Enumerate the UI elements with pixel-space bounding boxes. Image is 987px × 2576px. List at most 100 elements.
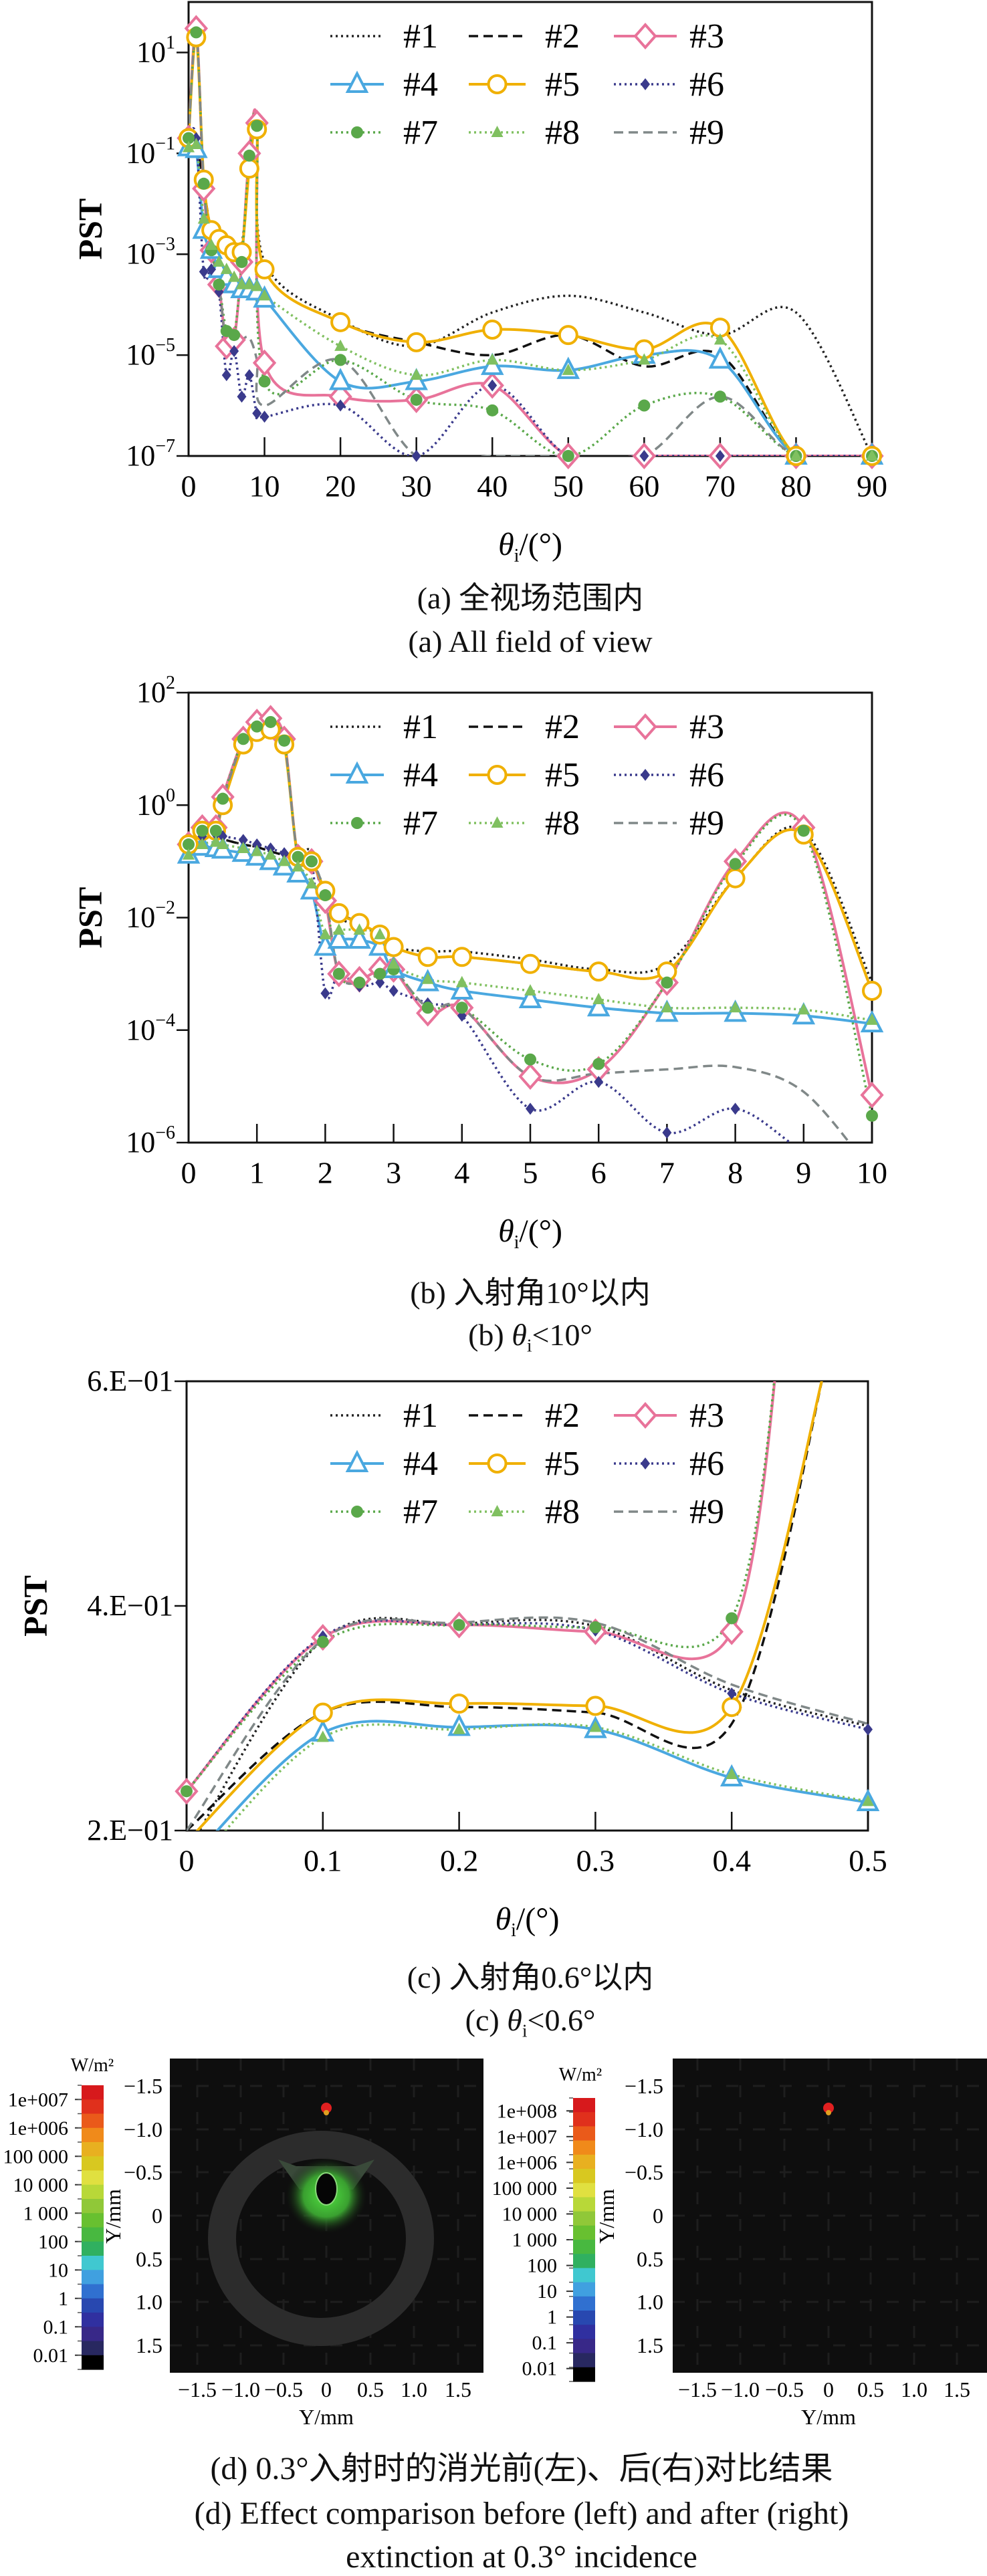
colorbar-segment xyxy=(82,2127,104,2143)
legend-label: #6 xyxy=(689,1445,724,1483)
tick-exponent: −3 xyxy=(155,234,175,255)
y-tick-label: 6.E−01 xyxy=(87,1365,173,1397)
tick-base: 10 xyxy=(126,439,155,472)
y-tick-label: −0.5 xyxy=(124,2160,162,2184)
circle-marker xyxy=(487,1453,508,1474)
circle-marker xyxy=(524,1053,536,1066)
circle-marker xyxy=(235,255,248,268)
diamond-marker xyxy=(259,411,269,423)
x-tick-label: 1.5 xyxy=(445,2377,471,2402)
x-tick-label: −1.0 xyxy=(721,2377,760,2402)
legend-item-4: #4 xyxy=(330,66,438,104)
triangle-marker xyxy=(305,876,318,889)
tick-base: 10 xyxy=(126,237,155,270)
circle-marker xyxy=(316,1635,329,1648)
y-axis-label: Y/mm xyxy=(594,2189,619,2244)
y-tick-label: 100 xyxy=(136,785,175,821)
legend-item-9: #9 xyxy=(614,114,724,152)
triangle-marker xyxy=(243,277,255,289)
triangle-marker xyxy=(264,848,277,860)
triangle-marker xyxy=(455,975,468,987)
triangle-marker xyxy=(319,927,332,939)
y-tick-label: 2.E−01 xyxy=(87,1814,173,1847)
triangle-marker xyxy=(217,838,229,850)
triangle-marker xyxy=(259,848,282,870)
triangle-marker xyxy=(316,1730,329,1742)
series-line-8 xyxy=(224,1723,868,1831)
triangle-marker xyxy=(328,368,352,390)
colorbar-segment xyxy=(573,2240,595,2254)
series-line-2 xyxy=(187,1381,823,1831)
triangle-marker xyxy=(183,140,195,152)
tick-base: 10 xyxy=(126,136,155,169)
diamond-marker xyxy=(221,369,231,382)
y-axis-label: PST xyxy=(71,199,108,260)
tick-exponent: −7 xyxy=(155,436,175,457)
colorbar-segment xyxy=(573,2367,595,2382)
signal-spot xyxy=(321,2103,332,2113)
series-line-4 xyxy=(215,1720,868,1831)
chart-c: 0 0.1 0.2 0.3 0.4 0.5 6.E−01 4.E−01 2.E−01 PST θi/… xyxy=(16,1365,887,1941)
circle-marker xyxy=(217,792,229,805)
colorbar-label: 1 000 xyxy=(512,2229,558,2251)
circle-marker xyxy=(228,329,241,342)
diamond-marker xyxy=(662,1127,672,1139)
x-label-unit: /(°) xyxy=(516,1901,560,1937)
circle-marker xyxy=(487,765,508,785)
legend: #1 #2 #3 #4 #5 #6 #7 #8 #9 xyxy=(330,17,724,152)
x-tick-label: 10 xyxy=(857,1156,887,1190)
legend-label: #5 xyxy=(545,66,580,104)
legend-item-2: #2 xyxy=(469,17,580,55)
y-tick-label: 0 xyxy=(152,2204,162,2228)
colorbar-segment xyxy=(82,2341,104,2356)
triangle-marker xyxy=(387,957,400,969)
triangle-marker xyxy=(205,238,218,250)
triangle-marker xyxy=(450,977,474,1000)
colorbar-segment xyxy=(573,2353,595,2368)
chart-a: 0 10 20 30 40 50 60 70 80 9010110−110−310−510−7PS… xyxy=(71,1,887,566)
triangle-marker xyxy=(862,1794,874,1806)
colorbar-label: 1e+006 xyxy=(497,2151,557,2174)
y-tick-label: 1.5 xyxy=(637,2333,663,2357)
caption-d-english-line2: extinction at 0.3° incidence xyxy=(346,2539,697,2575)
caption-c-english: (c) θi<0.6° xyxy=(0,2004,987,2040)
diamond-marker xyxy=(860,1081,884,1108)
diamond-marker xyxy=(252,407,262,420)
x-tick-label: 6 xyxy=(591,1156,607,1190)
x-tick-label: 10 xyxy=(249,469,280,503)
circle-marker xyxy=(312,1702,333,1723)
legend-label: #8 xyxy=(545,1493,580,1531)
triangle-marker xyxy=(491,1505,504,1516)
diamond-marker xyxy=(730,1102,740,1115)
circle-marker xyxy=(486,404,499,417)
legend-label: #3 xyxy=(689,708,724,746)
tick-exponent: 1 xyxy=(166,32,175,53)
series-line-5 xyxy=(195,1381,823,1831)
x-tick-label: 5 xyxy=(523,1156,538,1190)
x-tick-label: 40 xyxy=(477,469,508,503)
triangle-marker xyxy=(661,1001,673,1013)
triangle-marker xyxy=(562,363,574,375)
colorbar-segment xyxy=(82,2213,104,2228)
y-axis-label: PST xyxy=(71,887,108,949)
signal-spot xyxy=(823,2103,834,2113)
x-tick-label: −1.5 xyxy=(178,2377,217,2402)
tick-exponent: −6 xyxy=(155,1123,175,1143)
legend-item-9: #9 xyxy=(614,1493,724,1531)
circle-marker xyxy=(334,354,347,366)
tick-exponent: −4 xyxy=(155,1010,175,1031)
circle-marker xyxy=(251,120,263,132)
caption-c-chinese: (c) 入射角0.6°以内 xyxy=(407,1960,654,1994)
colorbar-segment xyxy=(82,2355,104,2370)
colorbar-segment xyxy=(573,2169,595,2184)
colorbar-unit: W/m² xyxy=(71,2055,114,2076)
circle-marker xyxy=(406,332,427,352)
tick-exponent: −2 xyxy=(155,898,175,919)
colorbar-segment xyxy=(82,2241,104,2256)
diamond-marker xyxy=(639,450,649,462)
diamond-marker xyxy=(633,1401,657,1429)
circle-marker xyxy=(383,937,404,957)
circle-marker xyxy=(183,838,195,851)
tick-base: 10 xyxy=(136,788,166,821)
legend-label: #8 xyxy=(545,804,580,842)
